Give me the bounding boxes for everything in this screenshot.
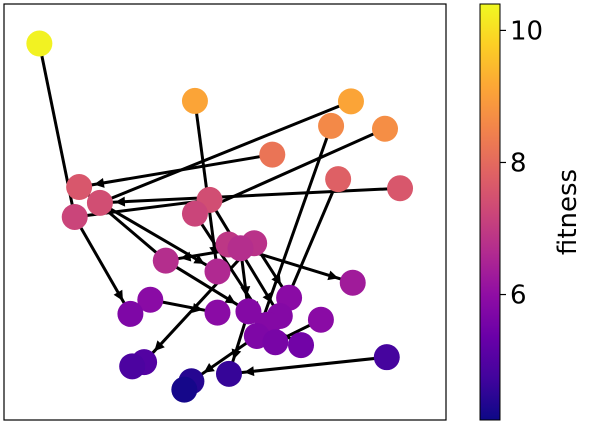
scatter-point <box>288 332 315 359</box>
colorbar-tick-label: 6 <box>510 281 527 311</box>
colorbar-tick-label: 8 <box>510 148 527 178</box>
scatter-point <box>227 235 254 262</box>
scatter-point <box>137 286 164 313</box>
edge-arrowhead <box>191 303 203 313</box>
edges-layer <box>37 43 401 383</box>
points-layer <box>26 30 414 403</box>
edge <box>194 127 386 216</box>
edge-line <box>78 153 273 189</box>
scatter-point <box>26 30 53 57</box>
edge-arrowhead <box>224 294 236 304</box>
edge <box>190 334 258 383</box>
plot-frame <box>3 3 447 421</box>
scatter-point <box>152 247 179 274</box>
edge-arrowhead <box>154 340 165 352</box>
edge-arrowhead <box>193 254 205 264</box>
scatter-point <box>372 115 399 142</box>
scatter-point <box>337 88 364 115</box>
edge-line <box>99 99 352 205</box>
edge <box>99 99 352 205</box>
colorbar-tick-label: 10 <box>510 16 543 46</box>
scatter-point <box>373 344 400 371</box>
scatter-point <box>119 353 146 380</box>
edge <box>164 259 250 313</box>
scatter-point <box>204 258 231 285</box>
edge <box>99 201 219 273</box>
scatter-point <box>86 189 113 216</box>
scatter-point <box>235 298 262 325</box>
scatter-point <box>66 174 93 201</box>
edge-line <box>190 334 258 383</box>
edge-line <box>228 355 387 376</box>
edge <box>73 216 132 315</box>
scatter-point <box>181 87 208 114</box>
edge-arrowhead <box>180 251 192 262</box>
edge <box>78 153 273 189</box>
scatter-point <box>325 166 352 193</box>
edge-arrowhead <box>327 270 339 281</box>
scatter-point <box>181 200 208 227</box>
scatter-point <box>61 203 88 230</box>
scatter-point <box>204 299 231 326</box>
scatter-point <box>171 376 198 403</box>
edge-arrowhead <box>203 362 215 373</box>
scatter-point <box>259 141 286 168</box>
edge <box>228 355 387 377</box>
colorbar-ticks: 6 8 10 <box>500 16 543 311</box>
edge <box>99 186 401 207</box>
edge <box>143 242 256 364</box>
edge-line <box>99 186 401 205</box>
edge-line <box>143 242 256 364</box>
scatter-point <box>318 112 345 139</box>
colorbar-label: fitness <box>553 169 583 255</box>
scatter-point <box>307 306 334 333</box>
edge-arrowhead <box>114 196 126 207</box>
scatter-point <box>215 360 242 387</box>
edge-arrowhead <box>271 273 281 286</box>
edge-arrowhead <box>240 285 251 297</box>
colorbar-gradient <box>479 3 501 421</box>
edge-arrowhead <box>262 292 273 304</box>
scatter-point <box>262 329 289 356</box>
edge-arrowhead <box>243 366 255 377</box>
scatter-point <box>387 175 414 202</box>
edge-arrowhead <box>93 177 105 188</box>
colorbar: 6 8 10 fitness <box>479 3 583 421</box>
edge-arrowhead <box>113 289 123 301</box>
scatter-point <box>117 300 144 327</box>
edge-line <box>194 127 386 216</box>
scatter-point <box>339 269 366 296</box>
edge-line <box>193 100 219 272</box>
